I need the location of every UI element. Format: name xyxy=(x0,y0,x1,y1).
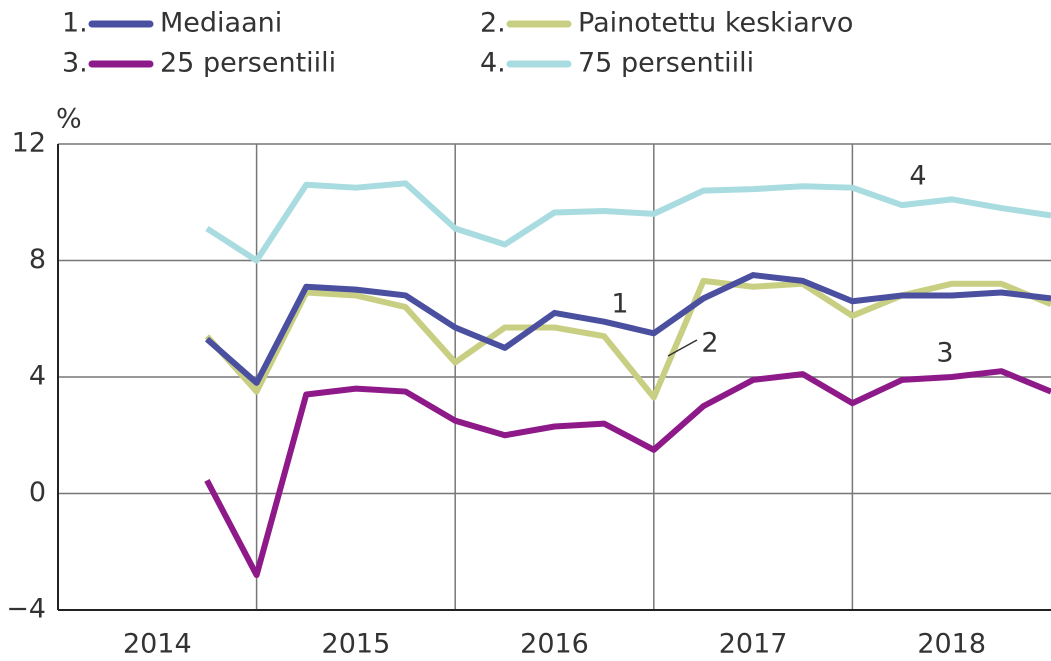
y-unit: % xyxy=(56,104,82,135)
y-tick-label: 4 xyxy=(29,361,46,392)
y-tick-label: 12 xyxy=(12,128,46,159)
legend-label: 25 persentiili xyxy=(160,48,336,79)
legend-label: Mediaani xyxy=(160,8,282,39)
legend-number: 2. xyxy=(480,8,506,39)
legend-number: 4. xyxy=(480,48,506,79)
annotation: 3 xyxy=(936,338,953,369)
x-tick-label: 2018 xyxy=(917,629,986,660)
legend-number: 1. xyxy=(62,8,88,39)
legend-label: Painotettu keskiarvo xyxy=(578,8,853,39)
x-tick-label: 2016 xyxy=(520,629,589,660)
annotation: 4 xyxy=(909,161,926,192)
legend-number: 3. xyxy=(62,48,88,79)
series-line xyxy=(204,272,1051,386)
series-line xyxy=(205,180,1051,264)
leader-line xyxy=(667,339,698,357)
annotation: 1 xyxy=(611,289,628,320)
annotation: 2 xyxy=(701,328,718,359)
legend-label: 75 persentiili xyxy=(578,48,754,79)
x-tick-label: 2017 xyxy=(719,629,788,660)
y-tick-label: −4 xyxy=(6,594,46,625)
y-tick-label: 0 xyxy=(29,477,46,508)
x-tick-label: 2015 xyxy=(322,629,391,660)
y-tick-label: 8 xyxy=(29,244,46,275)
x-tick-label: 2014 xyxy=(123,629,192,660)
series-line xyxy=(204,368,1051,579)
